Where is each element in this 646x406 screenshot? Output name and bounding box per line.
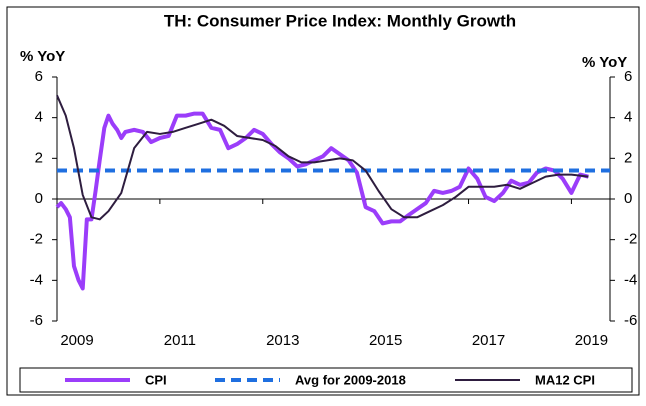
x-tick-label: 2019 bbox=[575, 332, 608, 349]
y2-tick-label: -6 bbox=[624, 312, 637, 329]
y2-axis-label: % YoY bbox=[582, 54, 627, 71]
y2-tick-label: 6 bbox=[624, 68, 632, 85]
y2-tick-label: -4 bbox=[624, 271, 637, 288]
frame bbox=[6, 6, 640, 396]
y2-tick-label: 2 bbox=[624, 149, 632, 166]
y-tick-label: 2 bbox=[35, 149, 43, 166]
legend-label: CPI bbox=[145, 372, 167, 387]
y-tick-label: 4 bbox=[35, 109, 43, 126]
legend-box bbox=[19, 367, 633, 393]
y-axis-label: % YoY bbox=[20, 48, 65, 65]
x-tick-label: 2015 bbox=[369, 332, 402, 349]
legend-label: MA12 CPI bbox=[535, 372, 595, 387]
x-tick-label: 2009 bbox=[60, 332, 93, 349]
y-tick-label: 6 bbox=[35, 68, 43, 85]
legend-label: Avg for 2009-2018 bbox=[295, 372, 406, 387]
x-tick-label: 2011 bbox=[164, 332, 196, 349]
y-tick-label: -6 bbox=[30, 312, 43, 329]
y2-tick-label: -2 bbox=[624, 231, 637, 248]
x-tick-label: 2013 bbox=[266, 332, 299, 349]
y2-tick-label: 4 bbox=[624, 109, 632, 126]
x-tick-label: 2017 bbox=[472, 332, 505, 349]
y2-tick-label: 0 bbox=[624, 190, 632, 207]
y-tick-label: -4 bbox=[30, 271, 43, 288]
y-tick-label: -2 bbox=[30, 231, 43, 248]
line-series bbox=[56, 94, 589, 221]
chart-title: TH: Consumer Price Index: Monthly Growth bbox=[164, 11, 516, 30]
y-tick-label: 0 bbox=[35, 190, 43, 207]
line-series bbox=[55, 111, 589, 291]
